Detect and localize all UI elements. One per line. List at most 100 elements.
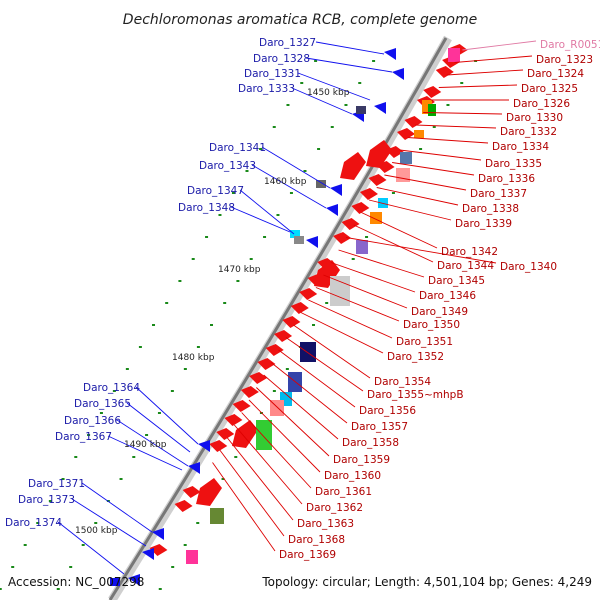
gene-label[interactable]: Daro_1358 bbox=[342, 437, 399, 449]
scale-tick bbox=[365, 236, 369, 238]
label-connector bbox=[81, 482, 153, 533]
feature-box bbox=[300, 342, 316, 362]
gene-label[interactable]: Daro_1344 bbox=[437, 260, 494, 272]
label-connector bbox=[446, 69, 524, 76]
label-connector bbox=[353, 224, 434, 263]
scale-tick bbox=[351, 258, 355, 260]
gene-label[interactable]: Daro_1369 bbox=[279, 549, 336, 561]
gene-label[interactable]: Daro_1352 bbox=[387, 351, 444, 363]
gene-label[interactable]: Daro_1345 bbox=[428, 275, 485, 287]
gene-label[interactable]: Daro_1363 bbox=[297, 518, 354, 530]
gene-label[interactable]: Daro_1326 bbox=[513, 98, 570, 110]
label-connector bbox=[297, 72, 371, 101]
feature-box bbox=[370, 212, 382, 224]
gene-label[interactable]: Daro_1343 bbox=[199, 160, 256, 172]
gene-label[interactable]: Daro_1340 bbox=[500, 261, 557, 273]
backbone bbox=[108, 35, 452, 600]
gene-label[interactable]: Daro_1330 bbox=[506, 112, 563, 124]
gene-label[interactable]: Daro_1362 bbox=[306, 502, 363, 514]
scale-tick bbox=[196, 522, 200, 524]
gene-label[interactable]: Daro_1357 bbox=[351, 421, 408, 433]
forward-gene bbox=[209, 440, 228, 452]
kbp-scale-labels: 1450 kbp 1460 kbp 1470 kbp 1480 kbp 1490… bbox=[75, 88, 350, 536]
forward-gene bbox=[340, 152, 366, 180]
accession-text: Accession: NC_007298 bbox=[8, 575, 144, 589]
label-connector bbox=[116, 419, 189, 467]
gene-label[interactable]: Daro_1342 bbox=[441, 246, 498, 258]
gene-label[interactable]: Daro_1371 bbox=[28, 478, 85, 490]
gene-label[interactable]: Daro_1333 bbox=[238, 83, 295, 95]
scale-tick bbox=[300, 82, 304, 84]
forward-gene bbox=[274, 330, 293, 342]
gene-label[interactable]: Daro_1356 bbox=[359, 405, 416, 417]
scale-tick bbox=[152, 324, 156, 326]
scale-tick bbox=[119, 478, 123, 480]
gene-label[interactable]: Daro_1361 bbox=[315, 486, 372, 498]
forward-gene bbox=[196, 478, 222, 506]
label-connector bbox=[126, 402, 191, 453]
label-connector bbox=[278, 349, 356, 408]
label-connector bbox=[376, 187, 459, 206]
scale-tick bbox=[48, 500, 52, 502]
gene-label[interactable]: Daro_1367 bbox=[55, 431, 112, 443]
scale-tick bbox=[158, 588, 162, 590]
feature-box bbox=[210, 508, 224, 524]
gene-label[interactable]: Daro_1373 bbox=[18, 494, 75, 506]
reverse-gene bbox=[384, 48, 396, 60]
scale-tick bbox=[112, 390, 116, 392]
label-connector bbox=[415, 124, 497, 129]
scale-tick bbox=[234, 456, 238, 458]
gene-label[interactable]: Daro_1337 bbox=[470, 188, 527, 200]
label-connector bbox=[308, 299, 393, 339]
gene-label[interactable]: Daro_1351 bbox=[396, 336, 453, 348]
gene-label[interactable]: Daro_1365 bbox=[74, 398, 131, 410]
gene-label[interactable]: Daro_1324 bbox=[527, 68, 584, 80]
label-connector bbox=[346, 237, 497, 264]
gene-label[interactable]: Daro_1355~mhpB bbox=[367, 389, 464, 401]
scale-tick bbox=[87, 434, 91, 436]
scale-tick bbox=[170, 390, 174, 392]
forward-gene bbox=[341, 218, 360, 230]
gene-label[interactable]: Daro_R0051 bbox=[540, 39, 600, 51]
gene-label[interactable]: Daro_1360 bbox=[324, 470, 381, 482]
label-connector bbox=[361, 212, 438, 249]
gene-label[interactable]: Daro_1323 bbox=[536, 54, 593, 66]
gene-label[interactable]: Daro_1350 bbox=[403, 319, 460, 331]
forward-gene bbox=[404, 116, 423, 128]
gene-label[interactable]: Daro_1348 bbox=[178, 202, 235, 214]
label-connector bbox=[230, 206, 291, 233]
scale-tick bbox=[125, 368, 129, 370]
gene-label[interactable]: Daro_1347 bbox=[187, 185, 244, 197]
forward-gene bbox=[314, 260, 340, 288]
gene-label[interactable]: Daro_1354 bbox=[374, 376, 431, 388]
scale-tick bbox=[286, 104, 290, 106]
gene-label[interactable]: Daro_1346 bbox=[419, 290, 476, 302]
gene-label[interactable]: Daro_1328 bbox=[253, 53, 310, 65]
feature-box bbox=[396, 168, 410, 182]
gene-label[interactable]: Daro_1349 bbox=[411, 306, 468, 318]
scale-tick bbox=[285, 368, 289, 370]
gene-label[interactable]: Daro_1334 bbox=[492, 141, 549, 153]
scale-tick bbox=[221, 478, 225, 480]
label-connector bbox=[263, 374, 339, 440]
gene-label[interactable]: Daro_1368 bbox=[288, 534, 345, 546]
label-connector bbox=[293, 324, 371, 379]
gene-label[interactable]: Daro_1335 bbox=[485, 158, 542, 170]
gene-label[interactable]: Daro_1341 bbox=[209, 142, 266, 154]
gene-label[interactable]: Daro_1338 bbox=[462, 203, 519, 215]
scale-tick bbox=[69, 566, 73, 568]
label-connector bbox=[368, 199, 452, 221]
gene-label[interactable]: Daro_1332 bbox=[500, 126, 557, 138]
gene-label[interactable]: Daro_1325 bbox=[521, 83, 578, 95]
gene-label[interactable]: Daro_1364 bbox=[83, 382, 140, 394]
gene-label[interactable]: Daro_1374 bbox=[5, 517, 62, 529]
gene-label[interactable]: Daro_1336 bbox=[478, 173, 535, 185]
gene-label[interactable]: Daro_1339 bbox=[455, 218, 512, 230]
label-connector bbox=[315, 287, 400, 322]
reverse-gene bbox=[326, 204, 338, 216]
gene-label[interactable]: Daro_1359 bbox=[333, 454, 390, 466]
gene-label[interactable]: Daro_1366 bbox=[64, 415, 121, 427]
label-connector bbox=[107, 435, 183, 471]
gene-label[interactable]: Daro_1331 bbox=[244, 68, 301, 80]
gene-label[interactable]: Daro_1327 bbox=[259, 37, 316, 49]
